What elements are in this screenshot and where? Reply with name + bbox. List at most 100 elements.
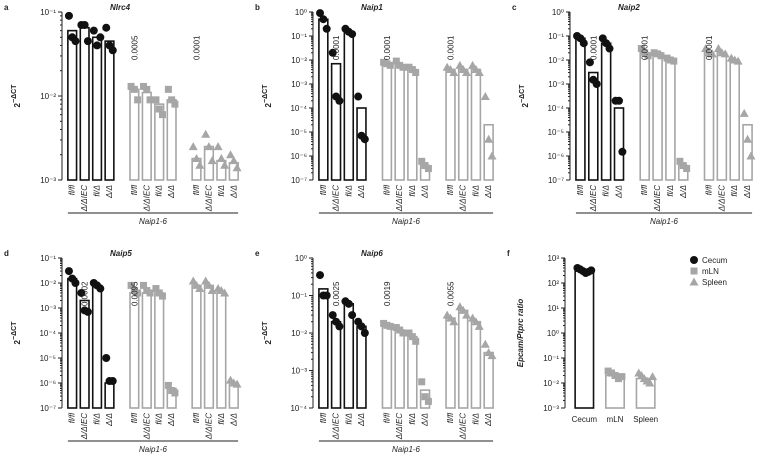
p-value: 0.0055	[447, 281, 456, 306]
bar	[318, 18, 329, 181]
data-point	[96, 284, 105, 293]
bar	[639, 51, 651, 181]
p-value: 0.0001	[193, 35, 202, 60]
x-tick-label: fl/fl	[446, 185, 455, 195]
data-point	[344, 299, 353, 308]
x-tick-label: fl/fl	[192, 413, 201, 423]
data-point	[399, 63, 407, 71]
y-label-base: 2	[13, 102, 22, 107]
bar	[445, 68, 456, 181]
bar	[154, 292, 165, 409]
data-point	[458, 305, 468, 314]
y-label-base: 2	[264, 339, 273, 344]
y-axis-label: 2−ΔCT	[519, 84, 530, 108]
y-tick-label: 10⁻⁶	[291, 152, 307, 161]
bar	[141, 91, 152, 181]
y-tick-label: 10⁰	[295, 8, 307, 17]
data-point	[449, 317, 459, 326]
data-point	[701, 44, 711, 53]
bar	[394, 329, 405, 409]
legend-label: Spleen	[702, 278, 727, 287]
y-label-base: 2	[264, 102, 273, 107]
x-tick-label: fl/Δ	[93, 413, 102, 425]
x-tick-label: Δ/ΔIEC	[332, 185, 341, 213]
data-point	[89, 26, 98, 35]
bar	[216, 292, 227, 409]
bar	[445, 317, 456, 409]
y-tick-label: 10⁻⁴	[290, 104, 307, 113]
data-point	[733, 56, 743, 65]
bar	[91, 284, 103, 409]
data-point	[164, 381, 172, 389]
y-tick-label: 10¹	[547, 304, 559, 313]
x-tick-label: fl/Δ	[408, 185, 417, 197]
group-label: Naip1-6	[650, 217, 679, 226]
data-point	[587, 266, 596, 275]
data-point	[71, 37, 80, 46]
x-tick-label: Δ/ΔIEC	[589, 185, 598, 213]
x-tick-label: fl/fl	[446, 413, 455, 423]
data-point	[134, 289, 142, 297]
x-tick-label: fl/fl	[130, 413, 139, 423]
bar	[203, 284, 215, 409]
bar	[67, 29, 78, 181]
x-tick-label: Δ/Δ	[615, 185, 624, 199]
data-point	[80, 21, 89, 30]
data-point	[322, 291, 331, 300]
data-point	[96, 33, 105, 42]
data-point	[188, 276, 198, 285]
x-tick-label: Δ/Δ	[421, 413, 430, 427]
x-tick-label: fl/fl	[319, 185, 328, 195]
x-tick-label: fl/Δ	[602, 185, 611, 197]
y-tick-label: 10⁻⁴	[290, 404, 307, 413]
data-point	[360, 329, 369, 337]
bar	[104, 382, 115, 409]
data-point	[348, 30, 357, 39]
y-tick-label: 10⁻³	[291, 367, 307, 376]
x-tick-label: Δ/Δ	[229, 185, 238, 199]
data-point	[399, 329, 407, 337]
y-tick-label: 10⁻¹	[543, 354, 559, 363]
bar	[141, 292, 152, 409]
data-point	[102, 23, 111, 32]
data-point	[108, 46, 117, 55]
x-tick-label: Δ/ΔIEC	[204, 413, 213, 441]
data-point	[720, 49, 730, 58]
data-point	[474, 68, 484, 77]
data-point	[592, 80, 601, 88]
bar	[613, 107, 625, 181]
data-point	[83, 307, 92, 316]
panel-label: b	[255, 3, 260, 12]
x-tick-label: fl/fl	[68, 185, 77, 195]
panel-title: Naip2	[618, 3, 640, 12]
data-point	[487, 351, 497, 360]
bar	[407, 68, 418, 181]
p-value: 0.0005	[130, 35, 139, 60]
bar	[191, 284, 202, 409]
bar	[330, 320, 342, 409]
bar	[154, 103, 165, 181]
data-point	[171, 100, 179, 108]
data-point	[455, 60, 465, 69]
data-point	[468, 60, 478, 69]
y-tick-label: 10⁻³	[291, 80, 307, 89]
x-tick-label: Cecum	[572, 415, 598, 424]
panel-title: Nlrc4	[110, 3, 131, 12]
data-point	[579, 39, 588, 48]
data-point	[418, 157, 426, 165]
bar	[67, 277, 78, 409]
bar	[703, 51, 715, 181]
data-point	[71, 279, 80, 287]
y-tick-label: 10⁻³	[548, 80, 564, 89]
group-label: Naip1-6	[392, 217, 421, 226]
data-point	[480, 92, 490, 101]
y-tick-label: 10⁻⁵	[291, 128, 307, 137]
p-value: 0.0025	[332, 281, 341, 306]
data-point	[146, 289, 154, 297]
y-tick-label: 10²	[547, 279, 559, 288]
data-point	[713, 44, 723, 53]
y-label-base: 2	[521, 102, 530, 107]
x-tick-label: fl/Δ	[730, 185, 739, 197]
p-value: 0.0019	[383, 281, 392, 306]
data-point	[158, 111, 166, 119]
